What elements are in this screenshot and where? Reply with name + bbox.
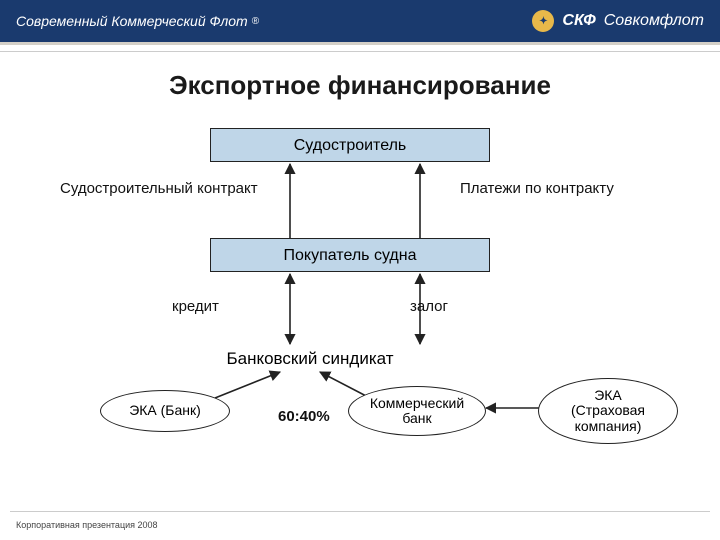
footer-rule (10, 511, 710, 512)
label-pledge: залог (410, 298, 448, 315)
diagram-canvas: Судостроитель Покупатель судна Банковски… (0, 110, 720, 510)
ellipse-eka-insurance-label: ЭКА (Страховая компания) (571, 388, 645, 434)
header-abbrev: СКФ (562, 12, 595, 30)
footer: Корпоративная презентация 2008 (16, 520, 158, 530)
node-buyer: Покупатель судна (210, 238, 490, 272)
header-underline (0, 42, 720, 45)
node-shipbuilder: Судостроитель (210, 128, 490, 162)
thin-rule (0, 51, 720, 52)
ellipse-eka-bank-label: ЭКА (Банк) (129, 403, 201, 418)
header-bar: Современный Коммерческий Флот ® ✦ СКФ Со… (0, 0, 720, 42)
header-left: Современный Коммерческий Флот ® (16, 13, 259, 29)
label-credit: кредит (172, 298, 219, 315)
label-ratio: 60:40% (278, 408, 330, 425)
header-right: ✦ СКФ Совкомфлот (532, 10, 704, 32)
arrows-layer (0, 110, 720, 510)
node-buyer-label: Покупатель судна (284, 247, 417, 264)
node-shipbuilder-label: Судостроитель (294, 137, 407, 154)
reg-mark: ® (252, 16, 259, 27)
node-syndicate-label: Банковский синдикат (226, 349, 393, 368)
header-brand: Совкомфлот (604, 12, 704, 30)
logo-icon: ✦ (532, 10, 554, 32)
ellipse-eka-insurance: ЭКА (Страховая компания) (538, 378, 678, 444)
node-syndicate: Банковский синдикат (210, 344, 410, 374)
ellipse-comm-bank-label: Коммерческий банк (370, 396, 464, 427)
ellipse-eka-bank: ЭКА (Банк) (100, 390, 230, 432)
label-contract: Судостроительный контракт (60, 180, 258, 197)
ellipse-comm-bank: Коммерческий банк (348, 386, 486, 436)
label-payments: Платежи по контракту (460, 180, 614, 197)
page-title: Экспортное финансирование (0, 70, 720, 101)
header-left-text: Современный Коммерческий Флот (16, 13, 248, 29)
